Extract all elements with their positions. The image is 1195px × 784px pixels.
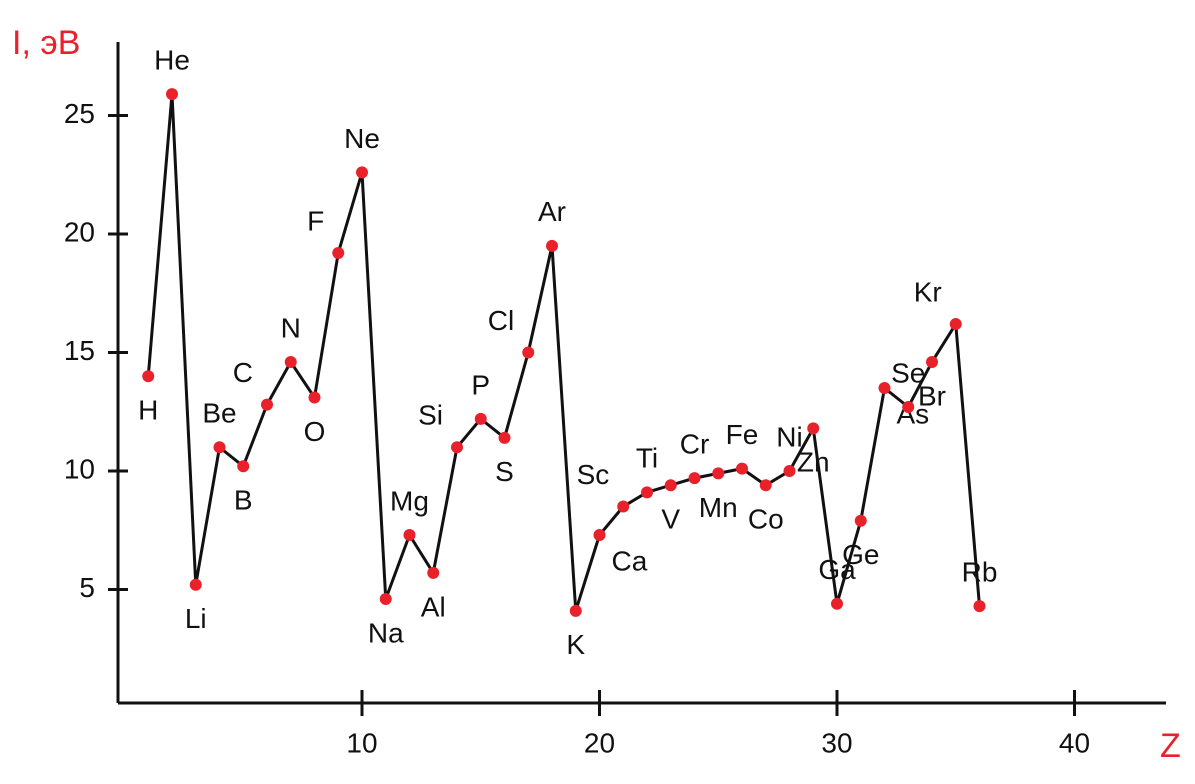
point-label: C — [233, 357, 253, 388]
data-point — [688, 472, 701, 485]
point-label: O — [304, 416, 326, 447]
point-label: Ca — [612, 545, 648, 576]
data-point — [403, 528, 416, 541]
point-label: Ne — [344, 123, 380, 154]
data-point — [451, 441, 463, 454]
point-label: Kr — [914, 276, 942, 307]
x-axis-label: Z — [1160, 727, 1181, 765]
data-point — [498, 431, 511, 444]
point-label: H — [138, 395, 158, 426]
point-label: F — [307, 205, 324, 236]
series-line — [146, 92, 981, 613]
data-point — [926, 355, 938, 368]
point-label: N — [281, 312, 301, 343]
data-point — [166, 88, 178, 101]
data-point — [284, 355, 297, 368]
point-label: Na — [368, 617, 404, 648]
data-point — [474, 412, 487, 425]
data-point — [332, 246, 345, 259]
data-point — [807, 422, 820, 435]
data-point — [712, 467, 725, 480]
point-label: Co — [748, 504, 784, 535]
data-point — [261, 398, 273, 411]
data-point — [213, 441, 226, 454]
point-label: Fe — [726, 419, 759, 450]
data-point — [759, 479, 772, 492]
point-label: K — [566, 629, 585, 660]
x-tick-label: 40 — [1059, 727, 1090, 758]
point-label: Al — [421, 591, 446, 622]
point-label: Br — [918, 380, 946, 411]
y-axis-label: I, эВ — [12, 24, 80, 62]
point-label: Ti — [636, 443, 658, 474]
data-point — [546, 239, 558, 252]
data-point — [522, 346, 535, 359]
y-tick-label: 5 — [79, 572, 95, 603]
point-label: Zn — [797, 447, 830, 478]
data-point — [949, 318, 962, 331]
point-label: Li — [185, 603, 207, 634]
point-label: Ga — [818, 554, 856, 585]
point-label: Ar — [538, 196, 566, 227]
x-tick-label: 30 — [821, 727, 852, 758]
x-tick-label: 10 — [346, 727, 377, 758]
data-point — [878, 382, 891, 395]
point-label: Se — [891, 357, 925, 388]
point-label: Mn — [699, 492, 738, 523]
data-point — [973, 600, 986, 613]
data-point — [664, 479, 677, 492]
point-label: V — [661, 504, 680, 535]
y-tick-label: 20 — [64, 216, 95, 247]
data-point — [736, 462, 748, 475]
data-point — [783, 465, 796, 477]
point-label: P — [471, 369, 490, 400]
point-label: S — [495, 456, 514, 487]
data-point — [593, 528, 606, 541]
point-label: Si — [418, 400, 443, 431]
point-label: B — [234, 485, 253, 516]
point-label: Cl — [488, 305, 514, 336]
data-point — [142, 370, 155, 383]
point-label: Rb — [962, 556, 998, 587]
point-label: Ni — [776, 421, 802, 452]
data-point — [854, 514, 867, 527]
point-label: Ge — [842, 539, 879, 570]
data-point — [641, 486, 653, 499]
data-point — [427, 566, 440, 579]
point-label: Cr — [680, 429, 710, 460]
data-point — [237, 460, 250, 473]
y-tick-label: 10 — [64, 453, 95, 484]
data-point — [308, 391, 321, 404]
point-label: Mg — [390, 485, 429, 516]
y-tick-label: 25 — [64, 98, 95, 129]
y-tick-label: 15 — [64, 335, 95, 366]
data-point — [356, 166, 368, 179]
point-label: He — [154, 45, 190, 76]
data-point — [902, 401, 915, 414]
data-point — [379, 592, 392, 605]
point-label: Be — [202, 398, 236, 429]
x-tick-label: 20 — [584, 727, 615, 758]
data-point — [569, 604, 582, 617]
data-point — [189, 578, 202, 591]
data-point — [617, 500, 630, 513]
point-label: Sc — [577, 459, 610, 490]
data-point — [831, 597, 843, 610]
